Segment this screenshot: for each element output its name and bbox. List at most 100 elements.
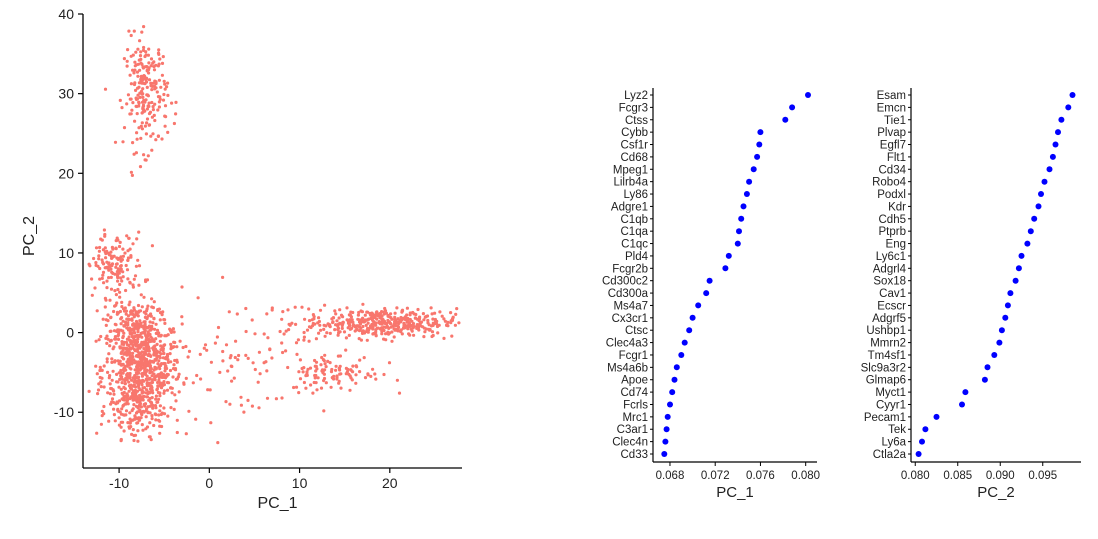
scatter-point xyxy=(174,377,178,381)
scatter-point xyxy=(106,337,110,341)
scatter-point xyxy=(145,107,149,111)
y-tick-label: 30 xyxy=(58,86,74,102)
scatter-point xyxy=(117,416,121,420)
scatter-point xyxy=(154,394,158,398)
scatter-point xyxy=(137,416,141,420)
scatter-point xyxy=(120,106,124,110)
scatter-point xyxy=(149,134,153,138)
scatter-point xyxy=(413,316,417,320)
scatter-point xyxy=(125,102,129,106)
scatter-point xyxy=(158,318,162,322)
scatter-point xyxy=(229,354,233,358)
scatter-point xyxy=(108,329,112,333)
scatter-point xyxy=(375,317,379,321)
scatter-point xyxy=(173,358,177,363)
gene-label: Cdh5 xyxy=(879,214,907,226)
scatter-point xyxy=(118,264,123,268)
scatter-point xyxy=(118,345,122,349)
scatter-point xyxy=(242,410,246,414)
gene-label: Cd74 xyxy=(621,387,649,399)
scatter-point xyxy=(130,173,134,177)
scatter-point xyxy=(286,365,290,370)
scatter-point xyxy=(137,399,141,403)
loading-point xyxy=(662,438,669,445)
scatter-point xyxy=(172,345,176,349)
scatter-point xyxy=(140,305,144,309)
pc1-loadings-plot: Lyz2Fcgr3CtssCybbCsf1rCd68Mpeg1Lilrb4aLy… xyxy=(602,88,820,501)
scatter-point xyxy=(151,108,155,112)
scatter-point xyxy=(366,328,370,332)
scatter-point xyxy=(265,396,270,400)
scatter-point xyxy=(454,312,458,316)
scatter-point xyxy=(126,48,130,52)
scatter-point xyxy=(383,306,387,311)
scatter-point xyxy=(156,134,160,138)
scatter-point xyxy=(172,363,176,367)
scatter-point xyxy=(117,423,121,427)
scatter-point xyxy=(144,158,148,162)
scatter-point xyxy=(145,382,149,386)
scatter-points xyxy=(87,25,461,445)
scatter-point xyxy=(119,317,123,321)
scatter-point xyxy=(131,327,136,331)
pc2-loadings-panel: Esam Emcn Tie1 Plvap Egfl7 Flt1 Cd34 Robo4 Podxl… xyxy=(830,0,1098,534)
scatter-point xyxy=(130,432,134,436)
scatter-point xyxy=(315,367,319,371)
scatter-point xyxy=(98,277,102,281)
scatter-point xyxy=(175,345,179,349)
scatter-point xyxy=(432,322,436,326)
scatter-point xyxy=(104,318,108,322)
loading-point xyxy=(734,240,741,247)
scatter-point xyxy=(128,97,132,101)
scatter-point xyxy=(436,331,440,335)
scatter-point xyxy=(141,390,145,394)
scatter-point xyxy=(147,78,152,82)
scatter-point xyxy=(103,87,108,91)
loading-point xyxy=(1027,228,1034,235)
scatter-point xyxy=(137,81,141,85)
gene-label: Emcn xyxy=(877,102,906,114)
scatter-point xyxy=(431,317,435,321)
scatter-point xyxy=(393,315,397,319)
scatter-point xyxy=(131,346,135,350)
scatter-point xyxy=(116,238,120,242)
scatter-point xyxy=(94,364,98,368)
scatter-point xyxy=(147,101,151,105)
scatter-point xyxy=(105,249,109,253)
scatter-point xyxy=(120,391,124,395)
scatter-point xyxy=(317,319,321,324)
scatter-point xyxy=(411,326,415,330)
gene-label: Adgrf5 xyxy=(872,313,906,325)
scatter-point xyxy=(140,62,144,66)
scatter-point xyxy=(150,297,154,301)
scatter-point xyxy=(371,332,375,336)
scatter-point xyxy=(113,289,117,293)
scatter-point xyxy=(153,118,157,123)
gene-label: Eng xyxy=(886,239,906,251)
scatter-point xyxy=(142,361,147,365)
scatter-point xyxy=(132,433,136,438)
scatter-point xyxy=(446,324,450,328)
scatter-point xyxy=(133,361,137,365)
scatter-point xyxy=(324,381,328,385)
scatter-point xyxy=(363,376,368,380)
scatter-point xyxy=(147,123,152,127)
scatter-point xyxy=(309,383,313,387)
scatter-point xyxy=(258,372,262,376)
scatter-point xyxy=(99,334,103,339)
x-tick-label: 20 xyxy=(382,475,398,491)
scatter-point xyxy=(142,386,147,390)
scatter-point xyxy=(134,310,138,314)
scatter-point xyxy=(157,397,161,401)
scatter-point xyxy=(156,380,160,385)
scatter-point xyxy=(140,374,144,378)
scatter-point xyxy=(234,339,238,343)
scatter-point xyxy=(328,361,332,365)
scatter-point xyxy=(253,332,257,336)
scatter-point xyxy=(107,419,111,423)
scatter-point xyxy=(155,328,160,332)
loading-point xyxy=(757,129,764,136)
scatter-point xyxy=(319,386,324,390)
scatter-point xyxy=(408,333,412,337)
scatter-point xyxy=(126,258,130,262)
